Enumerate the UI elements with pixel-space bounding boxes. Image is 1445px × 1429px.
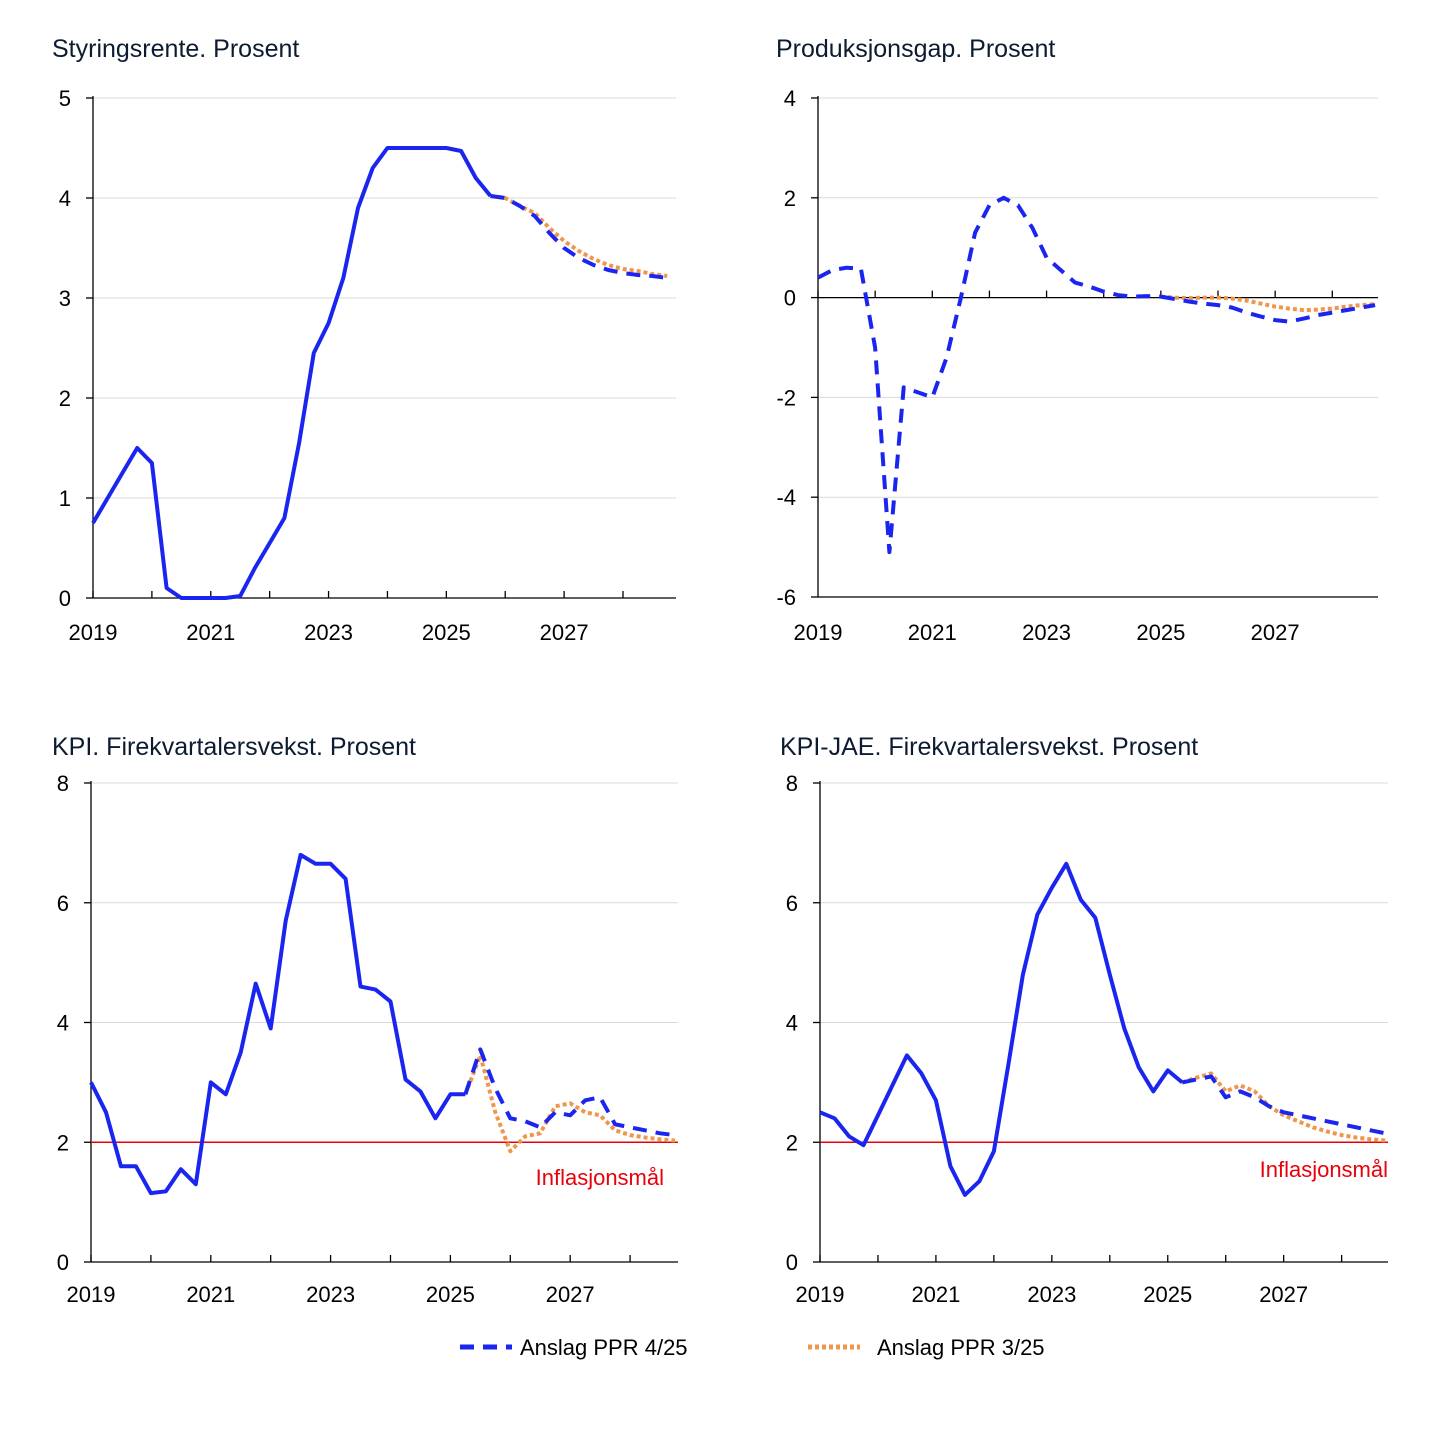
y-tick-label: 4 xyxy=(57,1011,69,1036)
y-tick-label: 4 xyxy=(59,186,71,211)
x-tick-label: 2023 xyxy=(306,1282,355,1307)
y-tick-label: 8 xyxy=(57,771,69,796)
y-tick-label: 0 xyxy=(59,586,71,611)
legend-label-ppr3: Anslag PPR 3/25 xyxy=(877,1335,1045,1360)
chart-panel-4: KPI-JAE. Firekvartalersvekst. Prosent 0 2 4… xyxy=(780,733,1388,1307)
y-tick-label: 4 xyxy=(784,86,796,111)
x-tick-label: 2025 xyxy=(1143,1282,1192,1307)
y-tick-label: -2 xyxy=(776,385,796,410)
x-tick-label: 2019 xyxy=(794,620,843,645)
x-tick-label: 2023 xyxy=(1027,1282,1076,1307)
x-tick-label: 2025 xyxy=(1136,620,1185,645)
series-line-ppr3 xyxy=(1181,1071,1386,1143)
x-tick-label: 2019 xyxy=(67,1282,116,1307)
chart-title: KPI-JAE. Firekvartalersvekst. Prosent xyxy=(780,733,1198,761)
series-line-ppr3 xyxy=(490,194,668,278)
x-tick-label: 2025 xyxy=(426,1282,475,1307)
y-tick-label: 2 xyxy=(784,186,796,211)
y-tick-label: -4 xyxy=(776,485,796,510)
x-tick-label: 2027 xyxy=(1259,1282,1308,1307)
y-tick-label: 4 xyxy=(786,1011,798,1036)
chart-title: Styringsrente. Prosent xyxy=(52,35,299,63)
x-tick-label: 2025 xyxy=(422,620,471,645)
inflation-target-label: Inflasjonsmål xyxy=(536,1165,664,1190)
y-tick-label: 1 xyxy=(59,486,71,511)
y-tick-label: 5 xyxy=(59,86,71,111)
x-tick-label: 2023 xyxy=(1022,620,1071,645)
series-line-historikk xyxy=(91,146,493,600)
chart-panel-1: Styringsrente. Prosent 0 1 2 3 4 5 2019 2021 2023… xyxy=(52,35,676,645)
y-tick-label: 2 xyxy=(786,1130,798,1155)
chart-title: KPI. Firekvartalersvekst. Prosent xyxy=(52,733,416,761)
series-line-historikk xyxy=(89,852,466,1196)
series-line-ppr4 xyxy=(490,194,668,280)
chart-panel-2: Produksjonsgap. Prosent -6 -4 -2 0 2 4 2019 2021… xyxy=(776,35,1378,645)
chart-panel-3: KPI. Firekvartalersvekst. Prosent 0 2 4 6 8 20… xyxy=(52,733,678,1307)
series-line-historikk xyxy=(819,861,1184,1197)
y-tick-label: 6 xyxy=(57,891,69,916)
x-tick-label: 2021 xyxy=(186,1282,235,1307)
x-tick-label: 2021 xyxy=(186,620,235,645)
y-tick-label: 0 xyxy=(786,1250,798,1275)
x-tick-label: 2021 xyxy=(908,620,957,645)
series-line-ppr4 xyxy=(817,195,1161,555)
y-tick-label: 8 xyxy=(786,771,798,796)
y-tick-label: -6 xyxy=(776,585,796,610)
x-tick-label: 2027 xyxy=(1251,620,1300,645)
y-tick-label: 2 xyxy=(57,1130,69,1155)
inflation-target-label: Inflasjonsmål xyxy=(1260,1157,1388,1182)
x-tick-label: 2019 xyxy=(796,1282,845,1307)
legend-label-ppr4: Anslag PPR 4/25 xyxy=(520,1335,688,1360)
series-line-ppr3 xyxy=(463,1053,676,1154)
x-tick-label: 2021 xyxy=(911,1282,960,1307)
x-tick-label: 2027 xyxy=(540,620,589,645)
series-line-ppr3 xyxy=(1160,294,1376,313)
y-tick-label: 0 xyxy=(57,1250,69,1275)
series-line-ppr4 xyxy=(1181,1074,1386,1136)
x-tick-label: 2023 xyxy=(304,620,353,645)
x-tick-label: 2019 xyxy=(69,620,118,645)
chart-title: Produksjonsgap. Prosent xyxy=(776,35,1055,63)
series-line-ppr4 xyxy=(1160,294,1376,324)
legend: Anslag PPR 4/25 Anslag PPR 3/25 xyxy=(460,1335,1045,1360)
x-tick-label: 2027 xyxy=(546,1282,595,1307)
series-line-ppr4 xyxy=(463,1047,676,1138)
y-tick-label: 0 xyxy=(784,286,796,311)
y-tick-label: 3 xyxy=(59,286,71,311)
y-tick-label: 6 xyxy=(786,891,798,916)
y-tick-label: 2 xyxy=(59,386,71,411)
